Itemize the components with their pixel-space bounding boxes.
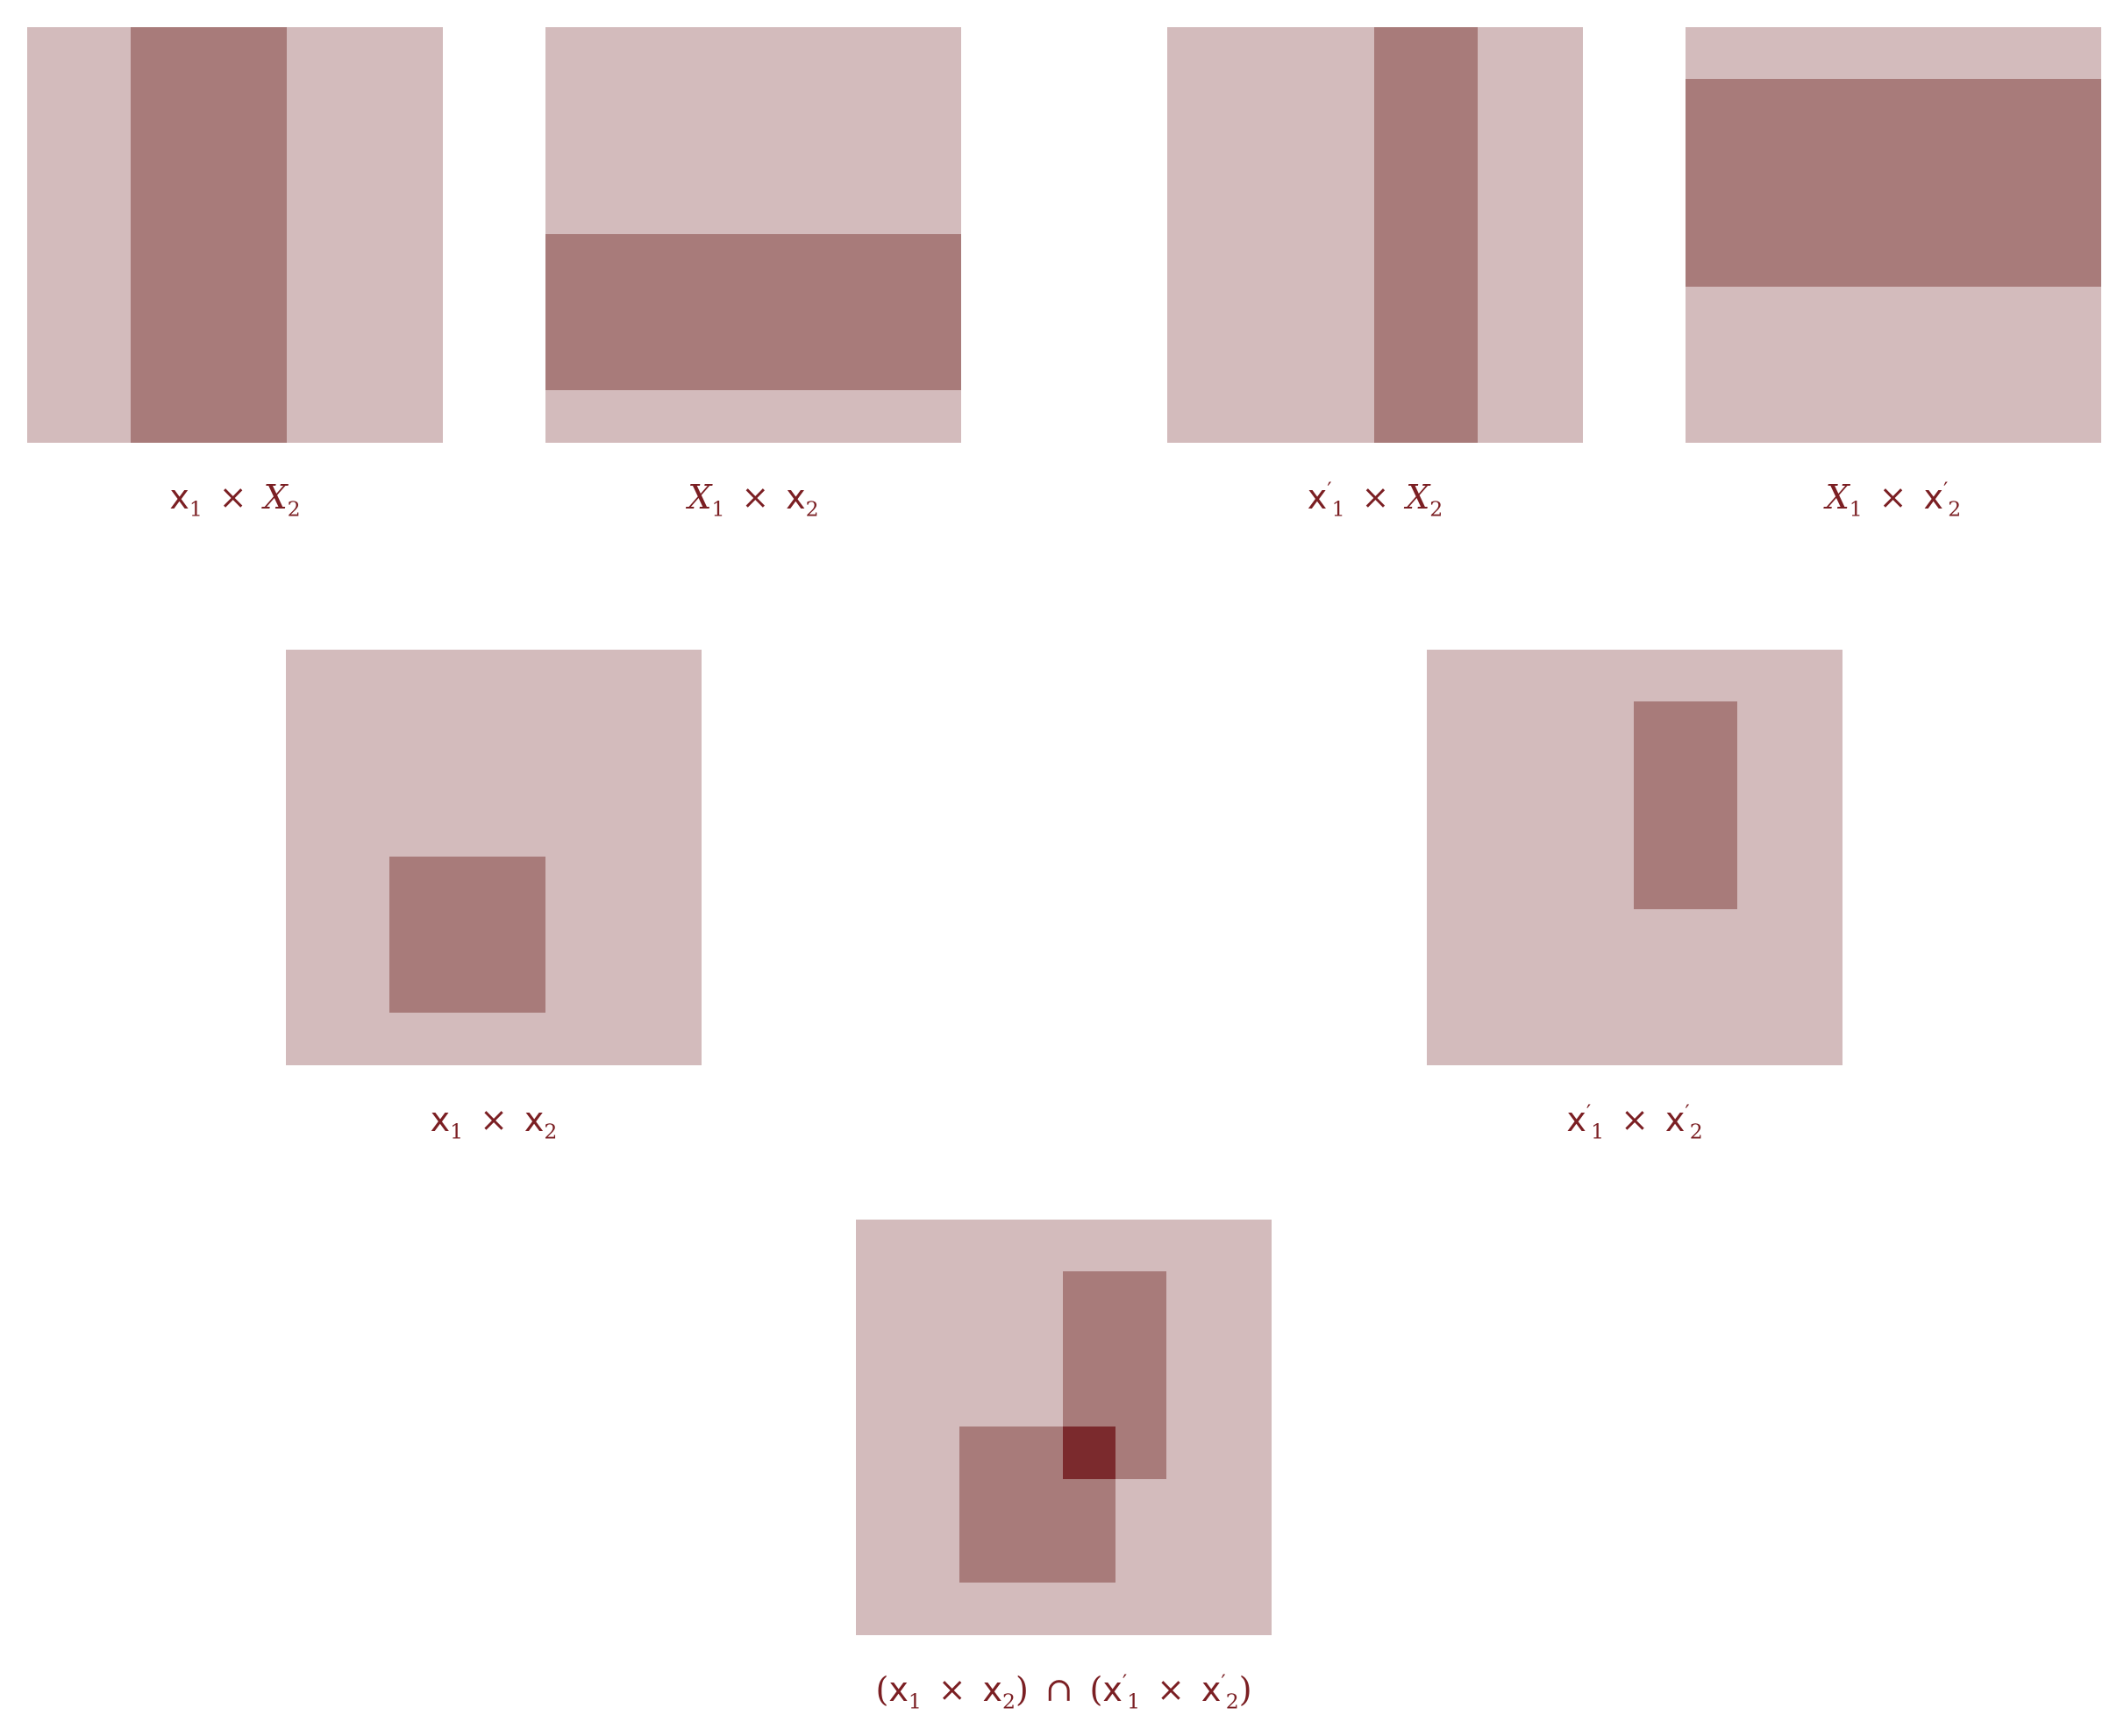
region-x2-band (545, 234, 961, 390)
panel-X1-times-x2 (545, 27, 961, 443)
region-x1-band (131, 27, 287, 443)
region-x2prime-band (1686, 79, 2101, 287)
caption-X1-times-x2: X1 × x2 (688, 478, 819, 522)
panel-x1prime-times-X2 (1167, 27, 1583, 443)
caption-x1-times-x2: x1 × x2 (430, 1100, 558, 1144)
caption-x1-times-X2: x1 × X2 (169, 478, 301, 522)
panel-x1prime-times-x2prime (1427, 650, 1842, 1065)
region-x1prime-band (1374, 27, 1478, 443)
panel-intersection (856, 1220, 1272, 1635)
caption-x1prime-times-x2prime: x′1 × x′2 (1566, 1099, 1703, 1144)
caption-x1prime-times-X2: x′1 × X2 (1307, 477, 1443, 522)
caption-X1-times-x2prime: X1 × x′2 (1825, 477, 1962, 522)
panel-x1-times-x2 (286, 650, 702, 1065)
panel-x1-times-X2 (27, 27, 443, 443)
caption-intersection: (x1 × x2) ∩ (x′1 × x′2) (875, 1669, 1252, 1714)
region-x1prime-times-x2prime (1634, 701, 1737, 909)
panel-X1-times-x2prime (1686, 27, 2101, 443)
region-x1-times-x2 (389, 857, 545, 1013)
region-intersection (1063, 1427, 1115, 1479)
